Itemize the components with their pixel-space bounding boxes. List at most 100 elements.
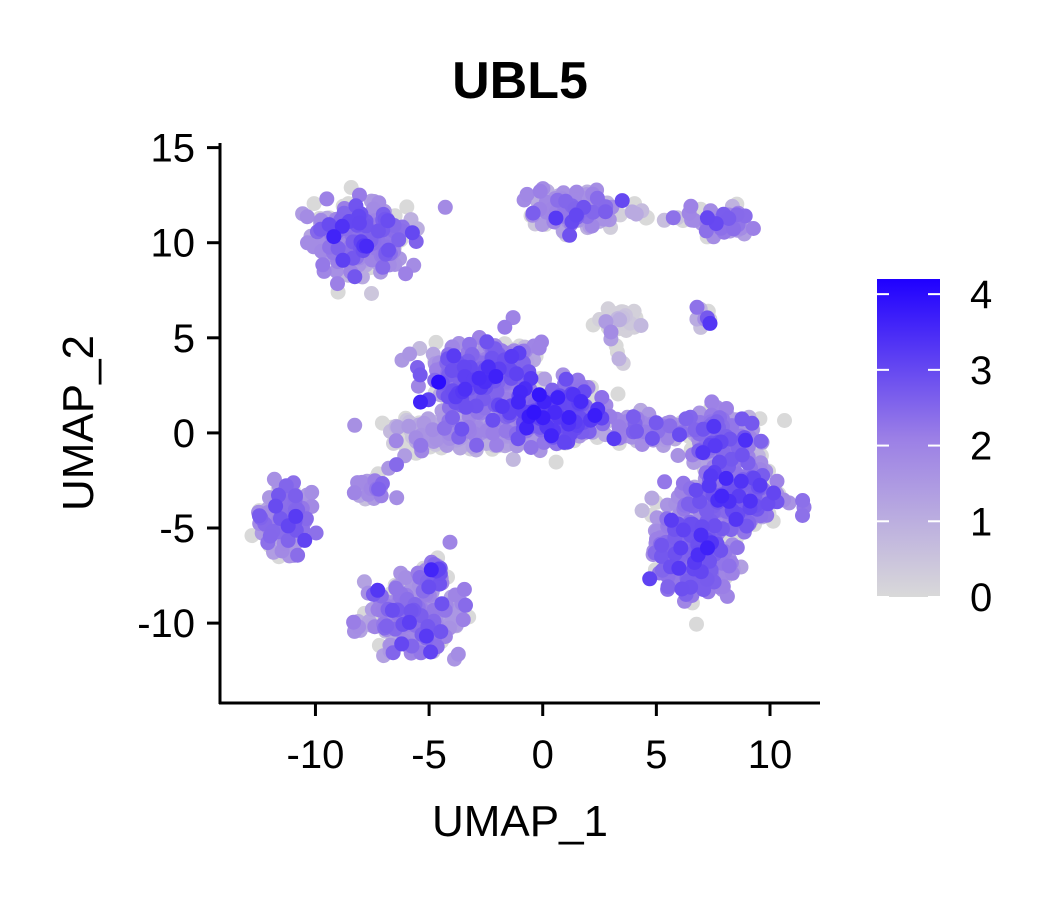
chart-title: UBL5: [452, 52, 588, 110]
data-point: [548, 454, 564, 470]
data-point: [600, 301, 616, 317]
data-point: [457, 381, 473, 397]
data-point: [628, 206, 644, 222]
data-point: [458, 597, 473, 613]
data-point: [425, 422, 441, 438]
data-point: [504, 348, 520, 364]
data-point: [562, 227, 578, 243]
points-layer: [244, 180, 812, 667]
y-tick-label: 0: [173, 412, 195, 456]
data-point: [692, 494, 708, 510]
data-point: [633, 318, 649, 333]
y-tick-label: -10: [137, 602, 195, 646]
data-point: [371, 481, 387, 497]
data-point: [742, 493, 758, 509]
color-legend: 0 1 2 3 4: [877, 273, 992, 620]
data-point: [752, 477, 768, 493]
data-point: [704, 394, 720, 410]
data-point: [634, 503, 650, 519]
data-point: [701, 478, 717, 494]
data-point: [550, 390, 566, 406]
data-point: [531, 387, 547, 403]
data-point: [306, 196, 322, 212]
data-point: [299, 209, 315, 225]
data-point: [315, 257, 331, 273]
data-point: [413, 394, 428, 410]
data-point: [494, 399, 510, 414]
data-point: [450, 646, 466, 662]
x-ticks: -10 -5 0 5 10: [287, 703, 792, 777]
data-point: [702, 315, 718, 331]
data-point: [745, 221, 761, 236]
data-point: [381, 242, 396, 258]
data-point: [347, 417, 363, 433]
data-point: [266, 471, 282, 487]
data-point: [488, 369, 504, 384]
data-point: [401, 614, 417, 630]
data-point: [733, 473, 749, 489]
data-point: [510, 394, 526, 410]
data-point: [662, 418, 678, 434]
data-point: [526, 404, 542, 420]
data-point: [418, 628, 434, 644]
data-point: [670, 448, 686, 463]
data-point: [370, 223, 386, 239]
data-point: [445, 410, 460, 425]
y-tick-label: 5: [173, 317, 195, 361]
data-point: [304, 484, 320, 500]
data-point: [351, 215, 367, 231]
data-point: [561, 410, 577, 425]
y-ticks: -10 -5 0 5 10 15: [137, 127, 220, 646]
data-point: [663, 512, 679, 528]
data-point: [509, 366, 524, 382]
data-point: [674, 581, 690, 597]
data-point: [510, 431, 526, 447]
data-point: [404, 225, 420, 241]
data-point: [537, 371, 553, 387]
x-tick-label: 0: [532, 733, 554, 777]
data-point: [728, 511, 744, 527]
data-point: [644, 431, 660, 446]
data-point: [673, 540, 689, 556]
data-point: [433, 624, 449, 640]
data-point: [434, 596, 450, 612]
data-point: [568, 207, 584, 223]
legend-tick-label: 0: [970, 576, 992, 620]
data-point: [346, 485, 362, 501]
data-point: [370, 582, 386, 598]
data-point: [251, 508, 267, 524]
data-point: [489, 437, 505, 453]
data-point: [795, 493, 811, 508]
y-tick-label: -5: [159, 507, 195, 551]
data-point: [523, 440, 539, 455]
data-point: [485, 412, 501, 428]
y-tick-label: 15: [151, 127, 196, 171]
data-point: [525, 205, 541, 221]
data-point: [795, 508, 810, 523]
data-point: [714, 488, 730, 504]
data-point: [394, 636, 410, 652]
data-point: [326, 229, 342, 245]
data-point: [442, 534, 458, 550]
data-point: [547, 404, 563, 420]
data-point: [391, 232, 407, 248]
data-point: [347, 269, 363, 285]
data-point: [485, 425, 501, 441]
data-point: [738, 432, 753, 448]
data-point: [334, 218, 350, 234]
data-point: [707, 518, 723, 534]
data-point: [455, 612, 471, 628]
data-point: [777, 413, 792, 428]
data-point: [413, 437, 429, 453]
data-point: [330, 240, 346, 256]
data-point: [401, 418, 417, 434]
y-tick-label: 10: [151, 222, 196, 266]
data-point: [532, 183, 548, 199]
legend-tick-label: 1: [970, 500, 992, 544]
data-point: [389, 490, 405, 506]
data-point: [390, 419, 406, 435]
data-point: [729, 540, 745, 556]
data-point: [688, 482, 704, 498]
data-point: [769, 473, 785, 489]
